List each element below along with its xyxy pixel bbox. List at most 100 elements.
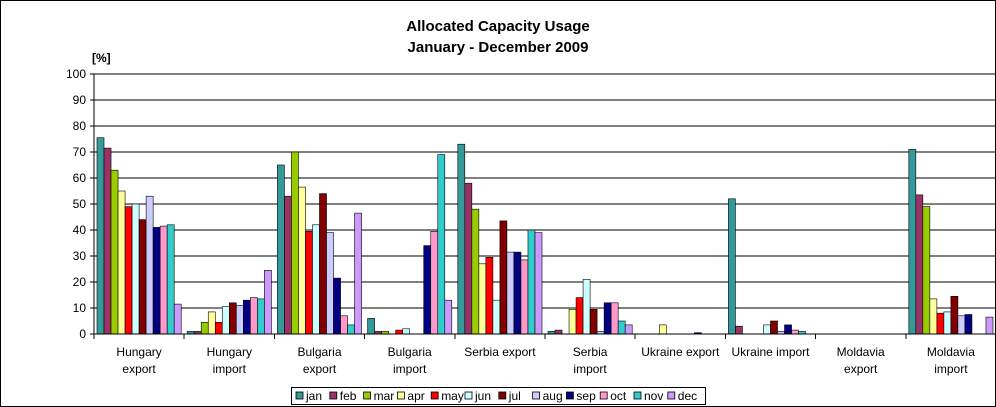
bar-jan-9 [908, 149, 917, 335]
bar-sep-3 [423, 245, 432, 335]
bar-aug-9 [957, 315, 966, 335]
bar-apr-4 [478, 263, 487, 335]
bar-mar-2 [291, 151, 299, 335]
bar-sep-1 [243, 299, 251, 335]
legend-label-aug: aug [543, 389, 563, 403]
legend-label-mar: mar [374, 389, 395, 403]
bar-jul-9 [950, 295, 959, 335]
bar-may-0 [124, 206, 133, 335]
bar-oct-3 [430, 231, 439, 335]
legend-swatch-jun [464, 391, 473, 400]
bar-feb-5 [554, 329, 563, 335]
bar-may-9 [936, 312, 945, 335]
legend-swatch-aug [532, 391, 540, 400]
x-tick-label: Bulgaria [388, 345, 432, 359]
legend-label-may: may [441, 389, 464, 403]
bar-feb-4 [464, 182, 473, 335]
legend-label-nov: nov [644, 389, 663, 403]
x-tick-label: Ukraine export [641, 345, 720, 359]
x-tick-label: export [122, 362, 156, 376]
bar-mar-1 [200, 321, 209, 335]
legend-swatch-dec [667, 391, 676, 400]
bar-dec-4 [534, 232, 543, 335]
y-tick-label: 40 [73, 223, 87, 237]
y-tick-label: 70 [73, 145, 87, 159]
bar-apr-1 [207, 311, 216, 335]
legend-label-oct: oct [610, 389, 627, 403]
y-tick-label: 100 [66, 67, 86, 81]
legend-swatch-apr [396, 391, 405, 400]
bar-sep-0 [152, 227, 161, 335]
y-tick-label: 10 [73, 301, 87, 315]
bar-may-1 [214, 321, 223, 335]
bar-may-2 [305, 231, 313, 335]
legend-label-feb: feb [340, 389, 357, 403]
bar-sep-4 [513, 251, 522, 335]
bar-jun-0 [131, 203, 140, 335]
bar-feb-0 [103, 147, 112, 335]
legend-swatch-feb [329, 391, 338, 400]
legend-swatch-mar [363, 391, 372, 400]
bar-sep-9 [964, 314, 973, 335]
bar-oct-0 [159, 225, 168, 335]
bar-mar-4 [471, 208, 480, 335]
bar-jun-9 [943, 311, 952, 335]
legend-label-jul: jul [508, 389, 521, 403]
bar-dec-9 [985, 316, 994, 335]
bar-apr-6 [658, 324, 667, 335]
bar-nov-4 [527, 229, 536, 335]
x-tick-label: Bulgaria [297, 345, 341, 359]
bar-jan-7 [728, 198, 736, 335]
bar-dec-2 [354, 212, 362, 335]
x-tick-label: Moldavia [927, 345, 975, 359]
bar-dec-0 [173, 303, 182, 335]
bar-jan-2 [277, 164, 285, 335]
bar-dec-3 [444, 299, 453, 335]
bar-aug-4 [506, 251, 515, 335]
bar-oct-1 [250, 297, 258, 335]
chart-title: Allocated Capacity Usage [406, 18, 589, 35]
bar-dec-5 [624, 324, 633, 335]
x-tick-label: import [213, 362, 247, 376]
bar-jul-0 [138, 219, 147, 335]
bar-jul-4 [499, 220, 508, 335]
bar-nov-1 [257, 298, 265, 335]
bar-jul-2 [319, 193, 327, 335]
axes [93, 74, 996, 339]
bar-jan-3 [367, 318, 375, 335]
y-tick-label: 0 [79, 327, 86, 341]
y-axis-unit-label: [%] [92, 51, 111, 65]
legend-swatch-oct [599, 391, 608, 400]
x-tick-label: export [844, 362, 878, 376]
bar-aug-1 [236, 305, 244, 335]
bar-feb-2 [284, 195, 292, 335]
x-tick-label: Serbia export [464, 345, 536, 359]
bar-jun-4 [492, 299, 501, 335]
bar-sep-7 [784, 324, 792, 335]
bar-oct-5 [610, 302, 619, 335]
bar-sep-5 [603, 302, 612, 335]
bar-apr-5 [568, 308, 577, 335]
bar-jun-2 [312, 224, 320, 335]
chart-subtitle: January - December 2009 [408, 39, 589, 56]
bar-apr-2 [298, 186, 306, 335]
y-axis-ticks: 0 10 20 30 40 50 60 70 80 90 100 [66, 67, 94, 341]
bar-sep-2 [333, 277, 341, 335]
bar-nov-3 [437, 154, 446, 335]
legend-swatch-jan [295, 391, 304, 400]
x-tick-label: Ukraine import [731, 345, 810, 359]
bar-oct-2 [340, 315, 348, 335]
y-tick-label: 90 [73, 93, 87, 107]
x-tick-label: import [573, 362, 607, 376]
bar-jun-1 [221, 306, 230, 335]
bar-oct-7 [791, 329, 799, 335]
bars [96, 137, 994, 335]
bar-may-4 [485, 256, 494, 335]
bar-nov-0 [166, 224, 175, 335]
x-tick-label: Hungary [116, 345, 161, 359]
legend-swatch-jul [498, 391, 507, 400]
bar-mar-0 [110, 169, 119, 335]
x-tick-label: import [393, 362, 427, 376]
bar-jun-5 [582, 279, 591, 335]
